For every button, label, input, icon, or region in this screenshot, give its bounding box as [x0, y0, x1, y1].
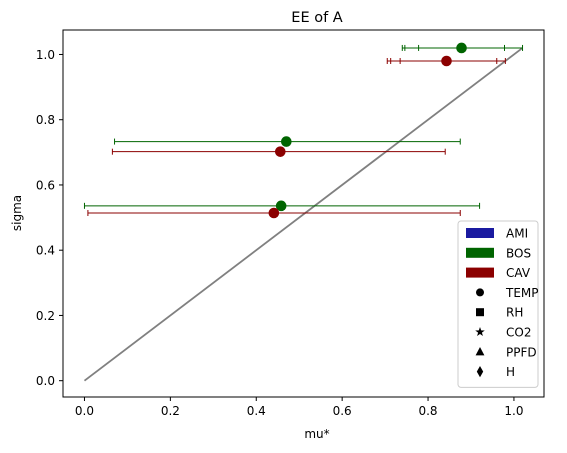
x-tick-label: 0.8 [418, 404, 437, 418]
legend-marker [476, 308, 484, 317]
data-point [268, 207, 280, 219]
legend-label: PPFD [506, 345, 537, 359]
y-tick-label: 0.6 [36, 178, 55, 192]
legend-label: AMI [506, 227, 528, 241]
y-axis-label: sigma [10, 195, 24, 231]
legend-marker [475, 327, 485, 337]
chart-title: EE of A [291, 10, 343, 26]
reference-line [83, 47, 524, 382]
legend-label: RH [506, 306, 523, 320]
legend-label: TEMP [505, 286, 539, 300]
data-point [275, 200, 287, 212]
legend-marker [476, 288, 484, 297]
y-tick-label: 0.8 [36, 113, 55, 127]
x-tick-label: 0.6 [333, 404, 352, 418]
y-tick-label: 1.0 [36, 48, 55, 62]
plot-frame [62, 29, 545, 398]
x-tick-label: 0.4 [247, 404, 266, 418]
legend-label: CAV [506, 266, 531, 280]
legend: AMI BOS CAV TEMP RH CO2 PPFD H [457, 220, 539, 388]
y-tick-label: 0.4 [36, 244, 55, 258]
data-point [441, 55, 452, 67]
legend-swatch [466, 228, 494, 238]
legend-label: H [506, 365, 515, 379]
legend-label: CO2 [506, 326, 531, 340]
legend-label: BOS [506, 246, 531, 260]
legend-swatch [466, 267, 494, 278]
x-tick-label: 0.2 [161, 404, 180, 418]
x-tick-label: 0.0 [75, 404, 94, 418]
plot-area [83, 42, 524, 382]
legend-marker [475, 347, 485, 356]
legend-marker [476, 366, 484, 378]
data-point [281, 136, 292, 147]
axis-ticks: 0.0 0.2 0.4 0.6 0.8 1.0 0.0 0.2 0.4 0.6 0.8 1.0 [36, 48, 524, 418]
x-tick-label: 1.0 [504, 404, 523, 418]
y-tick-label: 0.2 [36, 309, 55, 323]
legend-swatch [466, 247, 494, 258]
y-tick-label: 0.0 [36, 374, 55, 388]
data-point [275, 146, 286, 157]
data-point [456, 42, 467, 54]
x-axis-label: mu* [304, 427, 329, 441]
legend-box [457, 220, 539, 388]
